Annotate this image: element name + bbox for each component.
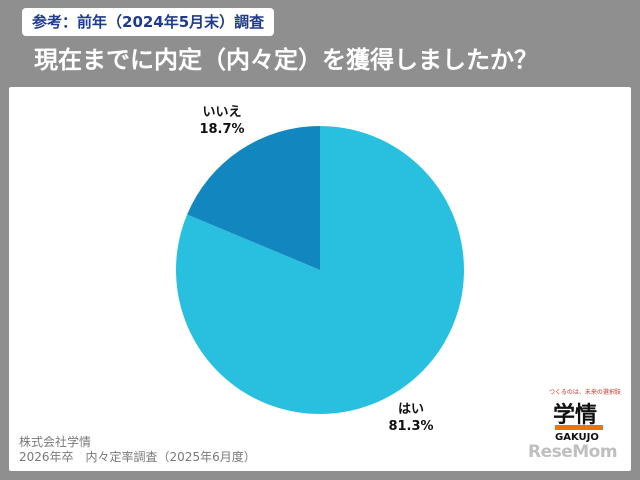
resemom-watermark: ReseMom xyxy=(528,442,618,462)
page-title: 現在までに内定（内々定）を獲得しましたか？ xyxy=(34,46,538,74)
logo-sub: GAKUJO xyxy=(555,432,599,443)
gakujo-logo: つくるのは、未来の選択肢 学情 GAKUJO xyxy=(549,387,629,467)
pie-slice-1 xyxy=(187,126,320,270)
source-survey: 2026年卒 内々定率調査（2025年6月度） xyxy=(19,450,256,464)
slice-label-yes-value: 81.3% xyxy=(388,419,434,434)
source-note: 株式会社学情 2026年卒 内々定率調査（2025年6月度） xyxy=(19,435,256,465)
logo-tagline: つくるのは、未来の選択肢 xyxy=(549,389,621,396)
slice-label-no-name: いいえ xyxy=(202,105,242,120)
logo-mark: 学情 xyxy=(553,403,598,428)
source-company: 株式会社学情 xyxy=(19,435,92,449)
slice-label-yes-name: はい xyxy=(397,402,424,417)
slice-label-no: いいえ 18.7% xyxy=(192,104,252,138)
pie-slice-0 xyxy=(175,126,465,415)
logo-bar xyxy=(555,425,603,430)
slice-label-no-value: 18.7% xyxy=(199,122,245,137)
pie-chart xyxy=(175,126,465,415)
chart-card: いいえ 18.7% はい 81.3% 株式会社学情 2026年卒 内々定率調査（… xyxy=(9,87,631,471)
slice-label-yes: はい 81.3% xyxy=(381,401,441,435)
reference-tag: 参考：前年（2024年5月末）調査 xyxy=(22,8,275,36)
